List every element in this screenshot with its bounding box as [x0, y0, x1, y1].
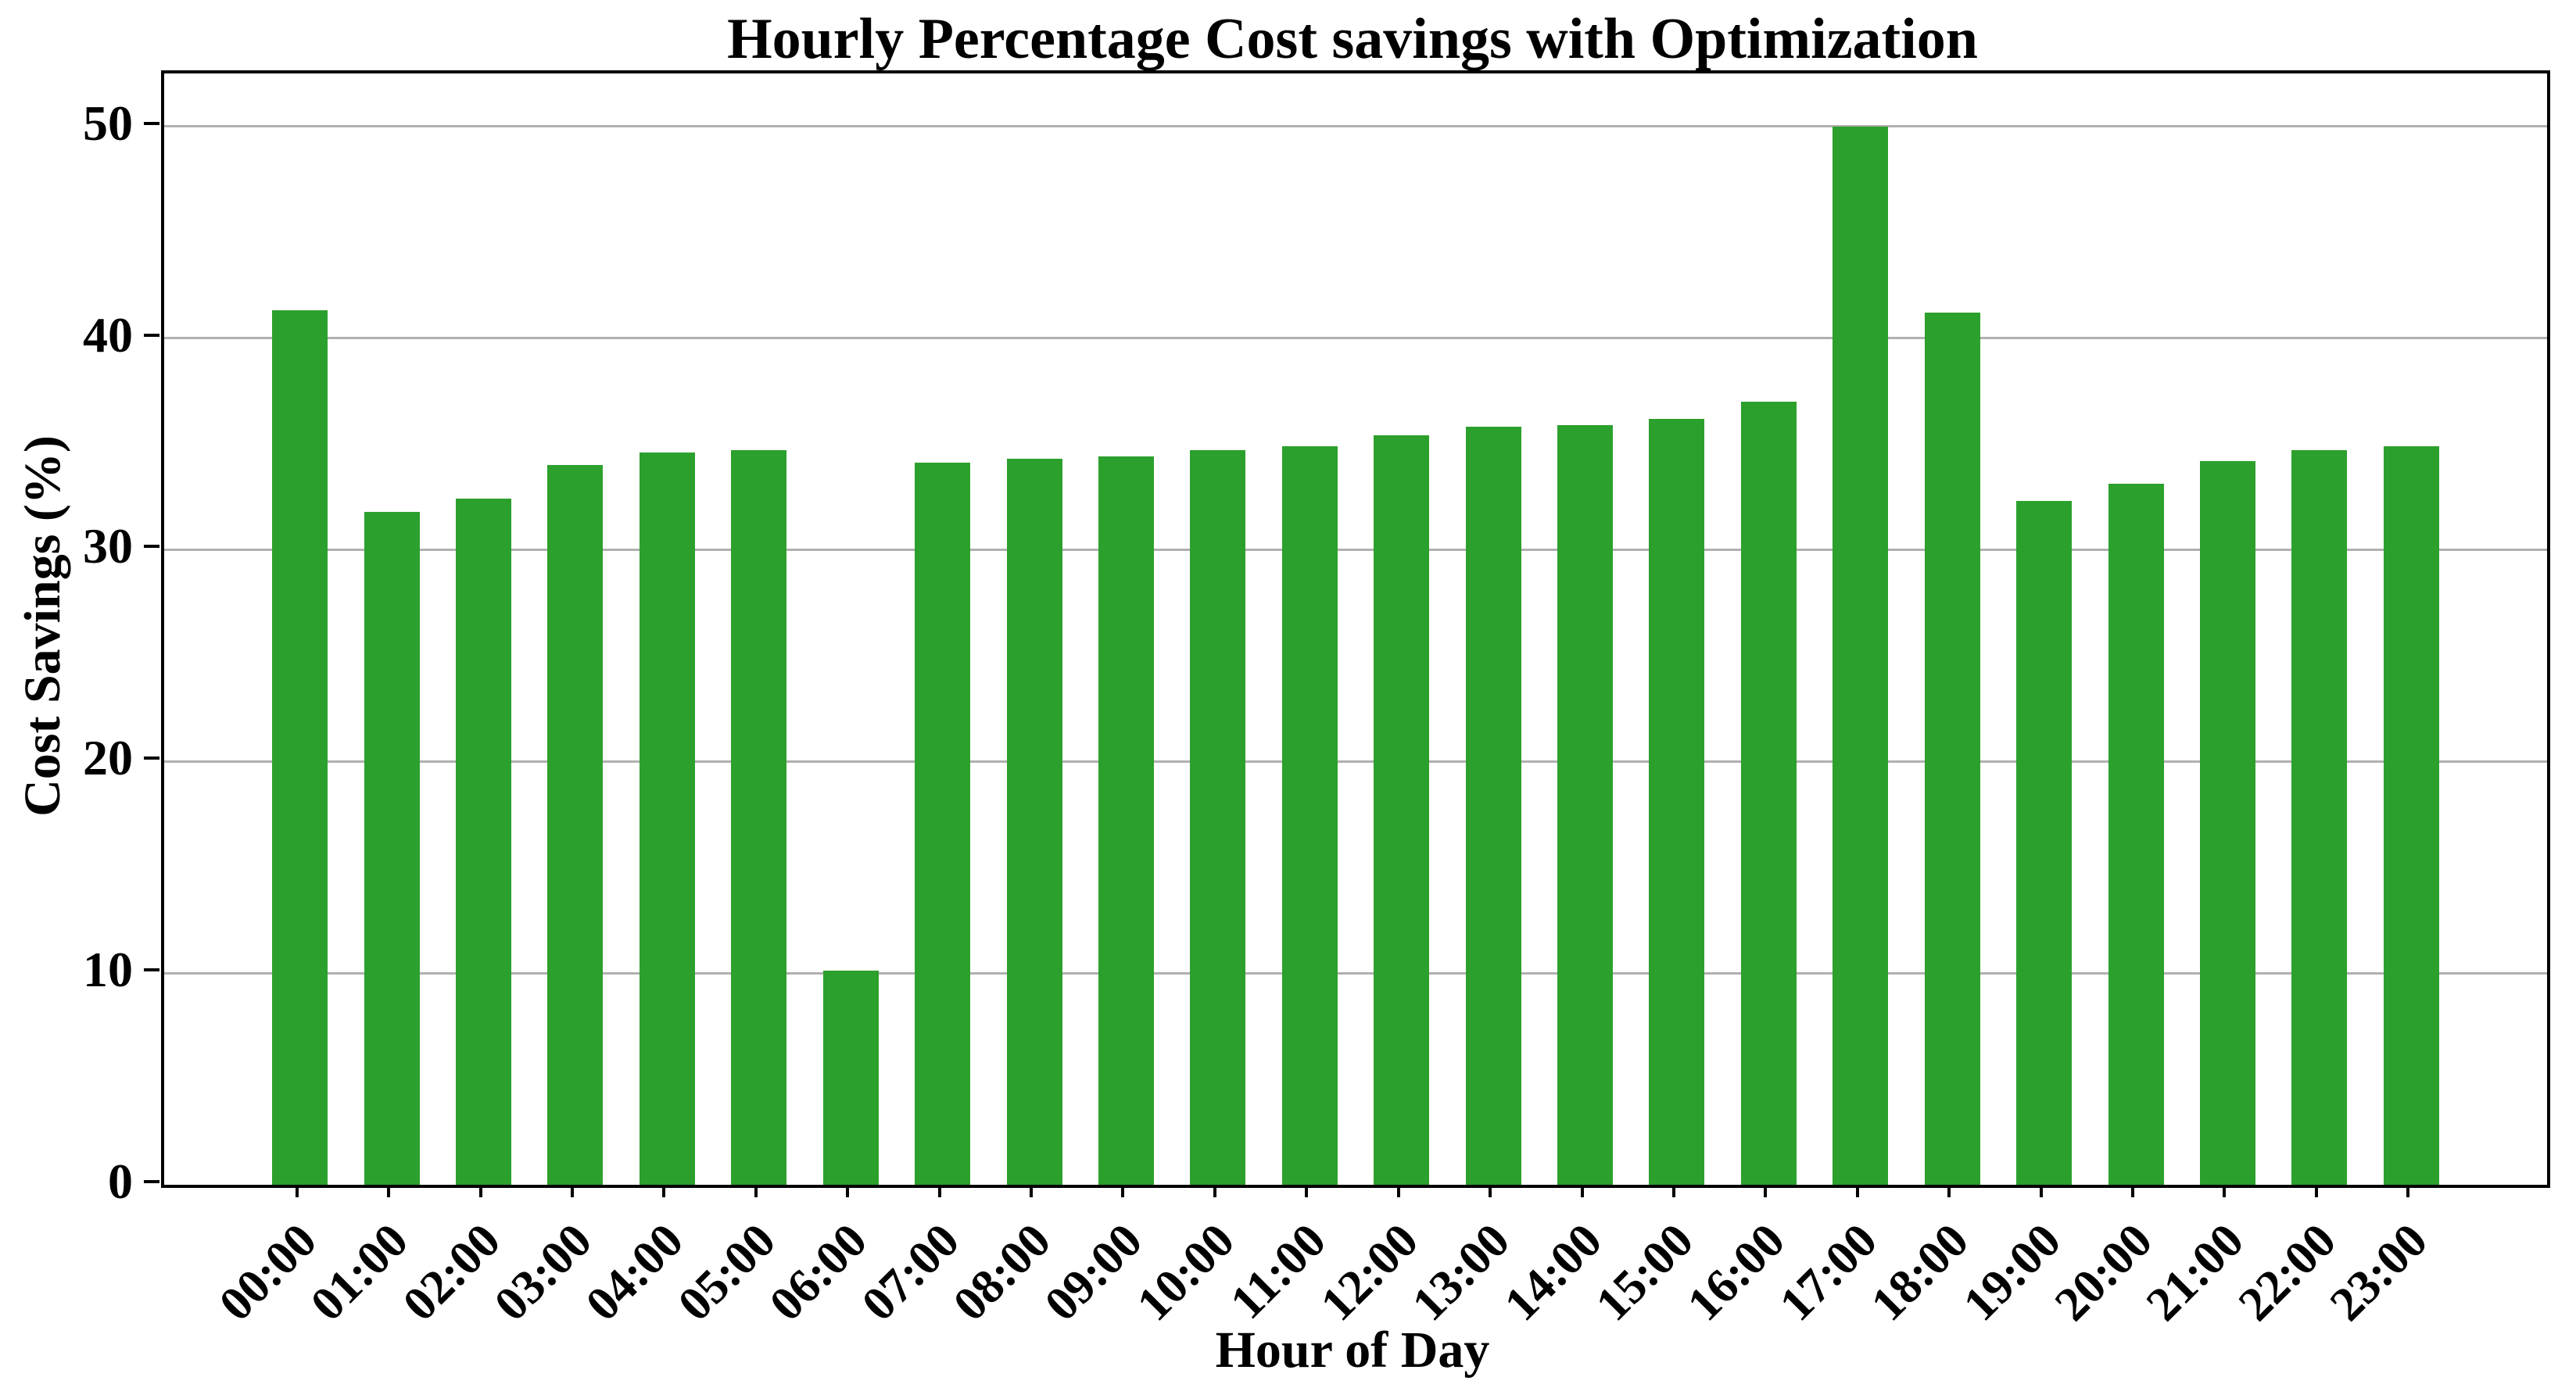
x-tick-mark-01:00: [387, 1185, 391, 1197]
bar-18:00: [1924, 313, 1980, 1185]
x-tick-mark-08:00: [1030, 1185, 1034, 1197]
x-tick-mark-22:00: [2314, 1185, 2318, 1197]
bar-01:00: [364, 511, 420, 1185]
bar-08:00: [1006, 458, 1062, 1185]
bar-13:00: [1465, 427, 1521, 1185]
x-tick-label-00:00: 00:00: [209, 1213, 327, 1332]
bar-07:00: [915, 463, 971, 1185]
x-tick-label-12:00: 12:00: [1310, 1213, 1428, 1332]
gridline-40: [164, 337, 2547, 340]
bar-05:00: [731, 450, 787, 1185]
x-tick-label-11:00: 11:00: [1220, 1213, 1337, 1329]
bar-16:00: [1740, 401, 1797, 1185]
x-tick-label-14:00: 14:00: [1494, 1213, 1612, 1332]
x-tick-label-03:00: 03:00: [484, 1213, 602, 1332]
chart-title: Hourly Percentage Cost savings with Opti…: [727, 7, 1978, 71]
y-tick-label-40: 40: [83, 306, 133, 363]
bar-22:00: [2291, 450, 2348, 1185]
bar-23:00: [2383, 445, 2439, 1185]
x-tick-mark-06:00: [846, 1185, 850, 1197]
bar-12:00: [1374, 435, 1430, 1185]
bar-19:00: [2016, 501, 2073, 1185]
bar-17:00: [1833, 126, 1889, 1185]
gridline-20: [164, 760, 2547, 763]
x-tick-label-21:00: 21:00: [2137, 1213, 2255, 1332]
y-axis-label: Cost Savings (%): [14, 435, 71, 817]
x-tick-mark-12:00: [1396, 1185, 1400, 1197]
x-tick-label-19:00: 19:00: [1953, 1213, 2071, 1332]
y-tick-label-0: 0: [108, 1154, 133, 1209]
x-tick-mark-14:00: [1580, 1185, 1584, 1197]
bar-15:00: [1649, 418, 1705, 1185]
x-tick-label-23:00: 23:00: [2320, 1213, 2438, 1332]
x-tick-label-17:00: 17:00: [1769, 1213, 1887, 1332]
y-tick-mark-10: [144, 968, 159, 972]
x-tick-label-15:00: 15:00: [1585, 1213, 1704, 1332]
x-tick-label-16:00: 16:00: [1678, 1213, 1796, 1332]
x-tick-mark-00:00: [295, 1185, 299, 1197]
gridline-50: [164, 125, 2547, 128]
bar-14:00: [1557, 424, 1614, 1185]
x-axis-label: Hour of Day: [1215, 1322, 1490, 1379]
x-tick-mark-09:00: [1121, 1185, 1125, 1197]
plot-area: [161, 70, 2550, 1188]
x-tick-mark-13:00: [1489, 1185, 1492, 1197]
bar-20:00: [2108, 484, 2164, 1185]
x-tick-label-09:00: 09:00: [1035, 1213, 1153, 1332]
bar-03:00: [547, 465, 604, 1185]
bar-04:00: [639, 452, 695, 1185]
x-tick-mark-02:00: [478, 1185, 482, 1197]
x-tick-label-22:00: 22:00: [2228, 1213, 2346, 1332]
y-tick-mark-30: [144, 545, 159, 549]
bar-00:00: [272, 310, 328, 1185]
x-tick-mark-23:00: [2406, 1185, 2410, 1197]
x-tick-label-18:00: 18:00: [1861, 1213, 1979, 1332]
x-tick-mark-17:00: [1855, 1185, 1859, 1197]
bar-11:00: [1281, 445, 1338, 1185]
x-tick-label-13:00: 13:00: [1402, 1213, 1521, 1332]
y-tick-label-10: 10: [83, 942, 133, 998]
y-tick-mark-0: [144, 1180, 159, 1183]
x-tick-label-06:00: 06:00: [759, 1213, 878, 1332]
x-tick-label-08:00: 08:00: [943, 1213, 1062, 1332]
gridline-30: [164, 548, 2547, 551]
x-tick-mark-03:00: [570, 1185, 574, 1197]
x-tick-mark-04:00: [662, 1185, 666, 1197]
y-tick-label-50: 50: [83, 95, 133, 151]
bar-09:00: [1098, 456, 1154, 1185]
bar-21:00: [2199, 460, 2255, 1185]
y-tick-mark-40: [144, 333, 159, 337]
x-tick-mark-21:00: [2223, 1185, 2227, 1197]
y-tick-mark-50: [144, 121, 159, 125]
y-tick-label-30: 30: [83, 518, 133, 574]
x-tick-label-10:00: 10:00: [1127, 1213, 1245, 1332]
x-tick-mark-18:00: [1947, 1185, 1951, 1197]
x-tick-mark-15:00: [1671, 1185, 1675, 1197]
x-tick-label-01:00: 01:00: [300, 1213, 419, 1332]
x-tick-label-04:00: 04:00: [576, 1213, 694, 1332]
x-tick-mark-05:00: [754, 1185, 758, 1197]
bar-06:00: [822, 971, 879, 1185]
x-tick-mark-19:00: [2039, 1185, 2043, 1197]
x-tick-mark-07:00: [937, 1185, 941, 1197]
y-tick-label-20: 20: [83, 730, 133, 786]
x-tick-mark-11:00: [1305, 1185, 1309, 1197]
x-tick-label-05:00: 05:00: [668, 1213, 786, 1332]
bar-10:00: [1190, 450, 1246, 1185]
y-tick-mark-20: [144, 757, 159, 760]
x-tick-mark-20:00: [2131, 1185, 2135, 1197]
x-tick-mark-16:00: [1764, 1185, 1768, 1197]
bar-02:00: [456, 499, 512, 1185]
x-tick-label-02:00: 02:00: [392, 1213, 511, 1332]
gridline-10: [164, 971, 2547, 975]
x-tick-label-20:00: 20:00: [2044, 1213, 2163, 1332]
x-tick-label-07:00: 07:00: [851, 1213, 969, 1332]
x-tick-mark-10:00: [1213, 1185, 1216, 1197]
